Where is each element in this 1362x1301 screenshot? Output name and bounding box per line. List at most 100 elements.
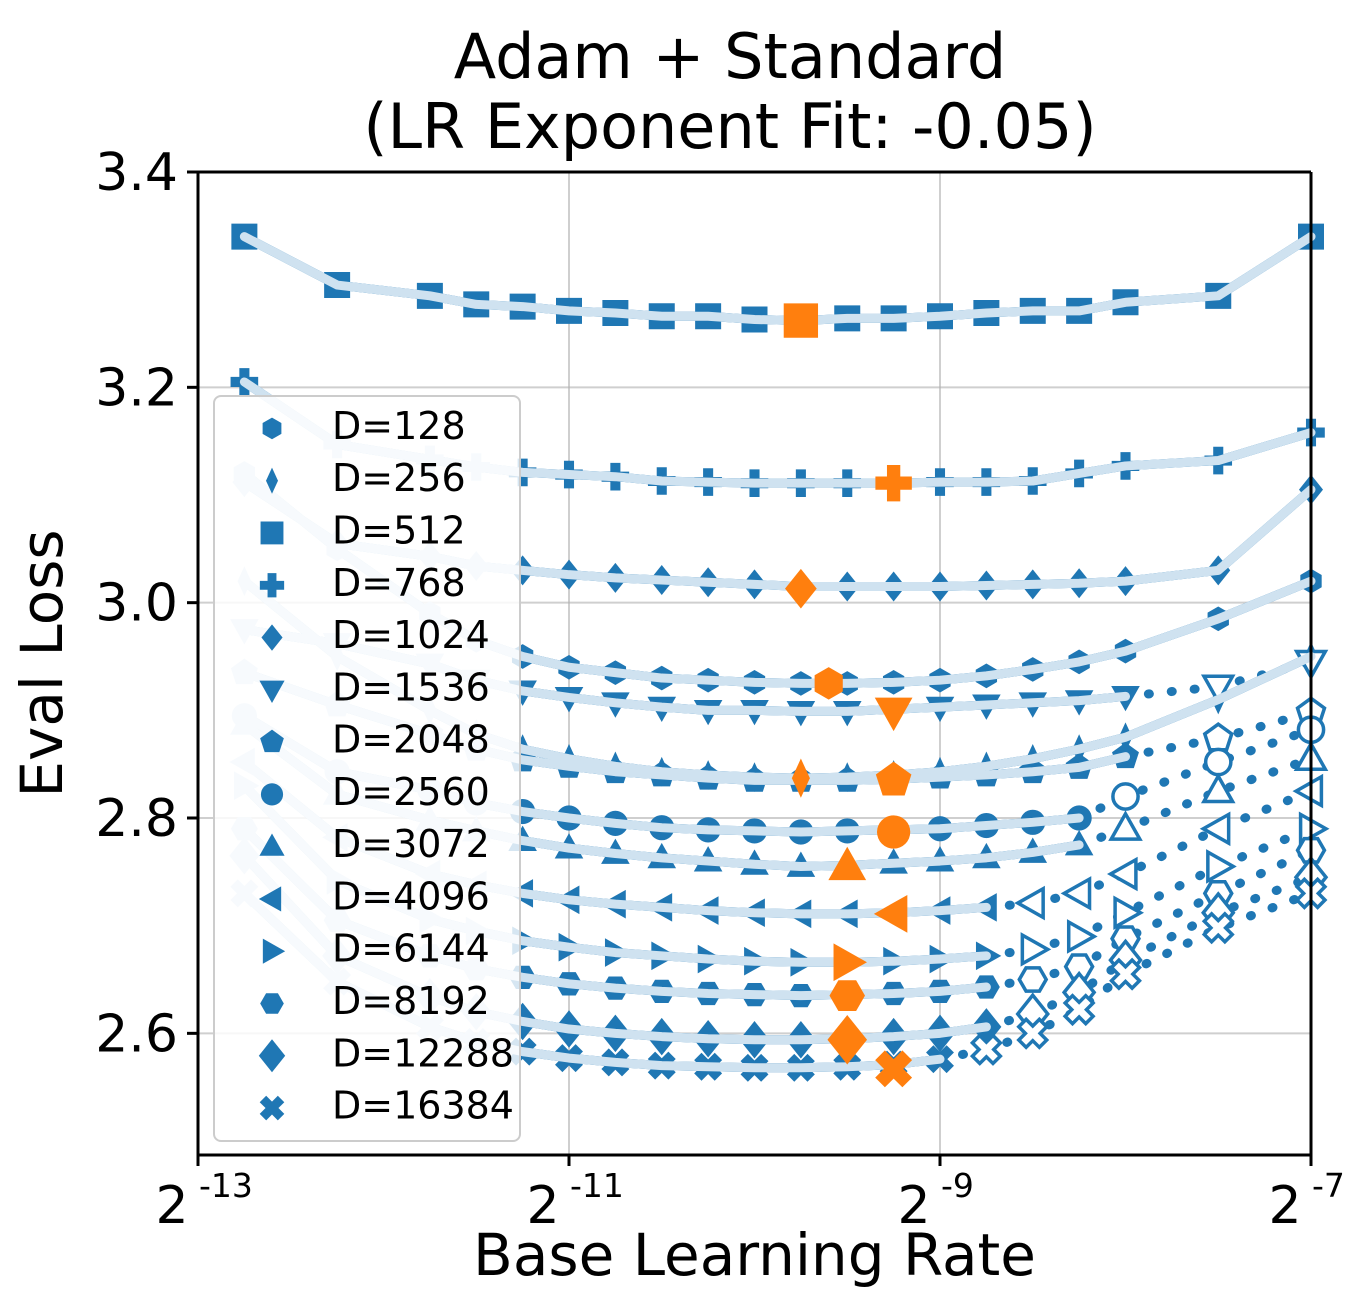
chart-optimum-markers [783, 303, 913, 1088]
y-axis-label: Eval Loss [8, 529, 76, 797]
data-point-marker [1020, 932, 1052, 967]
data-point-marker [1106, 856, 1138, 892]
data-point-marker [1066, 919, 1098, 954]
data-point-marker [260, 521, 284, 545]
data-point-marker [873, 894, 908, 933]
legend-item-label: D=512 [332, 508, 466, 552]
data-point-marker [1206, 849, 1237, 884]
legend-item-d-128[interactable]: D=128 [262, 404, 466, 448]
legend-item-label: D=3072 [332, 822, 490, 866]
legend-item-label: D=128 [332, 404, 466, 448]
x-tick-base: 2 [155, 1176, 188, 1236]
data-point-marker [258, 886, 282, 912]
legend-item-d-6144[interactable]: D=6144 [262, 927, 490, 971]
x-tick-base: 2 [1268, 1176, 1301, 1236]
x-tick-base: 2 [897, 1176, 930, 1236]
legend-item-d-1024[interactable]: D=1024 [261, 613, 490, 657]
legend-item-d-3072[interactable]: D=3072 [259, 822, 490, 866]
data-point-marker [261, 624, 283, 651]
data-point-marker [1014, 885, 1045, 921]
legend-item-label: D=768 [332, 561, 466, 605]
legend-item-label: D=4096 [332, 874, 490, 918]
legend-item-label: D=16384 [332, 1084, 514, 1128]
data-point-marker [1016, 1016, 1050, 1050]
y-tick-label: 3.4 [95, 143, 178, 203]
legend-item-label: D=1536 [332, 665, 490, 709]
legend-item-label: D=6144 [332, 927, 490, 971]
data-point-marker [259, 833, 285, 856]
data-point-marker [1298, 811, 1330, 847]
chart-axes-spines [196, 170, 1313, 1157]
legend-item-d-2560[interactable]: D=2560 [260, 770, 490, 814]
data-point-marker [1017, 966, 1049, 993]
data-point-marker [260, 783, 284, 806]
x-axis-label: Base Learning Rate [473, 1221, 1036, 1289]
legend-item-label: D=256 [332, 456, 466, 500]
data-point-marker [266, 467, 278, 494]
y-tick-label: 3.2 [95, 358, 178, 418]
data-point-marker [1060, 876, 1092, 911]
series-line-dotted [981, 872, 1316, 1032]
data-point-marker [969, 1033, 1003, 1066]
legend-box [213, 395, 521, 1142]
data-point-marker [827, 1015, 868, 1065]
legend-item-d-4096[interactable]: D=4096 [258, 874, 490, 918]
data-point-marker [1113, 895, 1145, 931]
legend-item-d-256[interactable]: D=256 [266, 456, 466, 500]
legend-item-label: D=2048 [332, 718, 490, 762]
series-line-dotted [1074, 754, 1316, 850]
data-point-marker [875, 1050, 913, 1088]
chart-legend: D=128 D=256 D=512 D=768 D=1024 D=1536 D=2048 D=… [213, 395, 521, 1142]
legend-item-d-12288[interactable]: D=12288 [258, 1031, 514, 1075]
data-point-marker [833, 943, 867, 982]
x-tick-exponent: -11 [570, 1166, 624, 1205]
chart-title-line-2: (LR Exponent Fit: -0.05) [363, 90, 1096, 163]
x-tick-label: 2 -7 [1268, 1166, 1344, 1236]
chart-title-line-1: Adam + Standard [454, 20, 1007, 93]
y-tick-label: 2.6 [95, 1004, 178, 1064]
legend-item-d-768[interactable]: D=768 [259, 561, 466, 605]
data-point-marker [874, 697, 913, 732]
chart-axis-labels: Base Learning Rate Eval Loss [8, 529, 1036, 1289]
x-tick-label: 2 -9 [897, 1166, 973, 1236]
data-point-marker [814, 667, 843, 700]
series-line-dotted [1074, 725, 1316, 823]
legend-item-label: D=2560 [332, 770, 490, 814]
legend-item-label: D=12288 [332, 1031, 514, 1075]
data-point-marker [262, 417, 282, 440]
data-point-marker [260, 993, 284, 1014]
x-tick-label: 2 -13 [155, 1166, 252, 1236]
data-point-marker [262, 938, 286, 964]
legend-item-d-512[interactable]: D=512 [260, 508, 466, 552]
x-tick-exponent: -7 [1312, 1166, 1345, 1205]
legend-item-d-16384[interactable]: D=16384 [259, 1084, 514, 1128]
legend-item-label: D=8192 [332, 979, 490, 1023]
data-point-marker [829, 980, 865, 1012]
data-point-marker [1200, 772, 1236, 804]
data-point-marker [1062, 993, 1096, 1027]
series-line-dotted [981, 786, 1316, 912]
x-tick-exponent: -13 [199, 1166, 253, 1205]
data-point-marker [875, 464, 912, 502]
data-point-marker [1111, 782, 1140, 811]
data-point-marker [875, 761, 912, 796]
data-point-marker [876, 815, 911, 849]
legend-item-label: D=1024 [332, 613, 490, 657]
chart-title: Adam + Standard(LR Exponent Fit: -0.05) [363, 20, 1096, 163]
y-tick-label: 2.8 [95, 789, 178, 849]
data-point-marker [260, 729, 284, 753]
data-point-marker [1200, 674, 1236, 706]
chart-tick-labels: 2.6 2.8 3.0 3.2 3.4 2 -13 2 -11 2 -9 2 -7 [95, 143, 1345, 1236]
legend-item-d-2048[interactable]: D=2048 [260, 718, 490, 762]
x-tick-base: 2 [526, 1176, 559, 1236]
x-tick-exponent: -9 [941, 1166, 974, 1205]
data-point-marker [1108, 810, 1143, 841]
series-line-faded [239, 232, 1316, 326]
data-point-marker [1063, 953, 1095, 980]
legend-item-d-8192[interactable]: D=8192 [260, 979, 490, 1023]
legend-item-d-1536[interactable]: D=1536 [259, 665, 490, 709]
data-point-marker [258, 1039, 286, 1073]
y-tick-label: 3.0 [95, 574, 178, 634]
